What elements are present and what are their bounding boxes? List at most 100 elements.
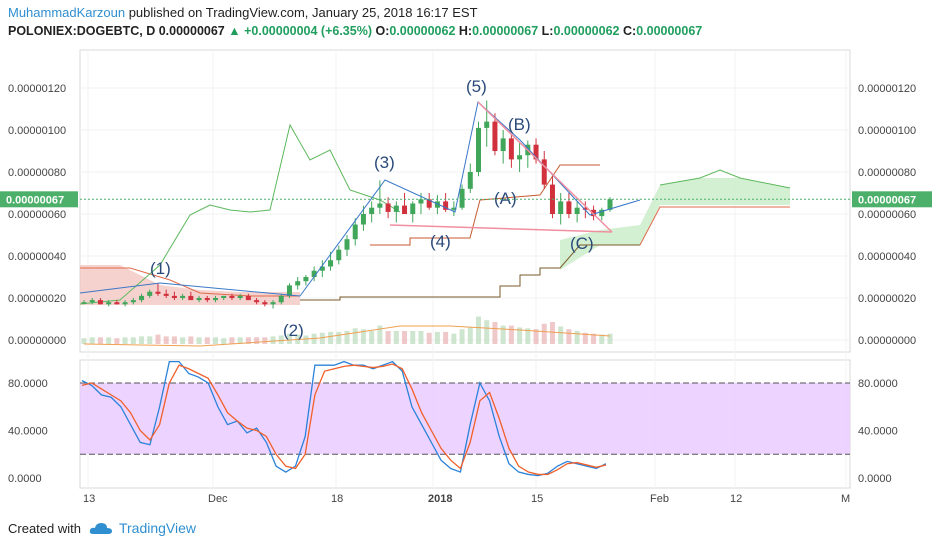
wave-label: (2) (283, 321, 304, 340)
volume-bar (599, 334, 605, 344)
close-value: 0.00000067 (636, 24, 703, 38)
volume-bar (319, 332, 325, 344)
candle-body (270, 302, 276, 305)
y-tick-left-label: 0.00000020 (8, 293, 66, 305)
wave-label: (C) (570, 234, 594, 253)
y-tick-right-label: 0.00000060 (858, 209, 916, 221)
volume-bar (122, 337, 128, 344)
volume-bar (336, 331, 342, 344)
price-tag-left-label: 0.00000067 (6, 194, 64, 206)
candle-body (97, 300, 103, 305)
footer: Created with TradingView (8, 520, 196, 536)
volume-bar (500, 325, 506, 344)
candle-body (171, 295, 177, 298)
tradingview-logo[interactable]: TradingView (89, 520, 196, 536)
candle-body (114, 302, 120, 305)
volume-bar (303, 335, 309, 344)
volume-bar (525, 328, 531, 344)
volume-bar (508, 325, 514, 344)
stoch-y-tick-left-label: 40.0000 (8, 426, 48, 438)
wave-label: (A) (494, 189, 517, 208)
volume-bar (196, 337, 202, 344)
volume-bar (459, 329, 465, 344)
volume-bar (443, 331, 449, 344)
cloud-red-area (80, 265, 300, 305)
baseline-line (300, 244, 640, 301)
volume-bar (328, 331, 334, 344)
volume-bar (533, 329, 539, 344)
volume-bar (147, 336, 153, 344)
candle-body (574, 207, 580, 214)
y-tick-right-label: 0.00000020 (858, 293, 916, 305)
high-value: 0.00000067 (472, 24, 539, 38)
y-tick-left-label: 0.00000060 (8, 209, 66, 221)
candle-body (130, 300, 136, 303)
x-tick-label: 2018 (428, 493, 452, 505)
candle-body (541, 159, 547, 185)
open-label: O: (375, 24, 390, 38)
published-text: published on TradingView.com, January 25… (128, 5, 478, 20)
open-value: 0.00000062 (389, 24, 456, 38)
high-label: H: (458, 24, 473, 38)
cloud-edge-line (659, 169, 791, 189)
candle-body (139, 295, 145, 301)
cloud-green-area (560, 178, 790, 270)
volume-bar (270, 336, 276, 344)
created-with-label: Created with (8, 520, 81, 536)
x-tick-label: 12 (730, 493, 742, 505)
candle-body (147, 291, 153, 296)
wedge-lines (389, 101, 613, 233)
chart-area[interactable]: 0.00000120 0.00000120 0.00000100 0.00000100… (0, 0, 932, 515)
low-value: 0.00000062 (553, 24, 620, 38)
candle-body (517, 155, 523, 160)
volume-bar (402, 331, 408, 344)
y-tick-right-label: 0.00000000 (858, 335, 916, 347)
stoch-d-line (81, 363, 607, 476)
brand-name: TradingView (118, 520, 197, 536)
low-label: L: (541, 24, 554, 38)
candle-body (426, 199, 432, 208)
author-link[interactable]: MuhammadKarzoun (8, 5, 126, 20)
candle-body (443, 201, 449, 210)
candle-body (508, 138, 514, 160)
stoch-y-tick-left-label: 80.0000 (8, 378, 48, 390)
volume-bar (221, 338, 227, 344)
candle-body (582, 207, 588, 210)
volume-bar (180, 337, 186, 344)
candle-body (213, 298, 218, 301)
candle-body (286, 285, 292, 296)
stoch-y-tick-right-label: 80.0000 (858, 378, 898, 390)
candle-body (163, 293, 169, 296)
x-tick-label: 13 (83, 493, 95, 505)
price-change: +0.00000004 (+6.35%) (244, 24, 372, 38)
volume-bar (286, 333, 292, 344)
volume-bar (188, 336, 194, 344)
candle-body (369, 207, 375, 214)
volume-bar (344, 331, 350, 344)
candle-body (319, 266, 325, 271)
candle-body (180, 295, 186, 298)
y-tick-left-label: 0.00000080 (8, 167, 66, 179)
volume-bar (517, 327, 523, 344)
y-tick-right-label: 0.00000040 (858, 251, 916, 263)
price-tag-left (0, 191, 78, 208)
volume-bar (541, 323, 547, 344)
candle-body (591, 209, 597, 217)
candle-body (566, 201, 572, 214)
volume-bar (262, 337, 268, 344)
x-tick-label: M (841, 493, 850, 505)
y-tick-right-label: 0.00000100 (858, 125, 916, 137)
candle-body (188, 295, 194, 301)
close-label: C: (622, 24, 637, 38)
volume-bar (393, 331, 399, 344)
candle-body (360, 214, 366, 225)
candle-body (352, 224, 358, 240)
candle-body (106, 302, 112, 305)
candle-body (278, 295, 284, 303)
candle-body (558, 201, 564, 214)
candle-body (245, 295, 251, 301)
volume-bar (492, 322, 498, 344)
candle-body (89, 300, 95, 303)
volume-bar (369, 331, 375, 344)
volume-bar (607, 333, 613, 344)
